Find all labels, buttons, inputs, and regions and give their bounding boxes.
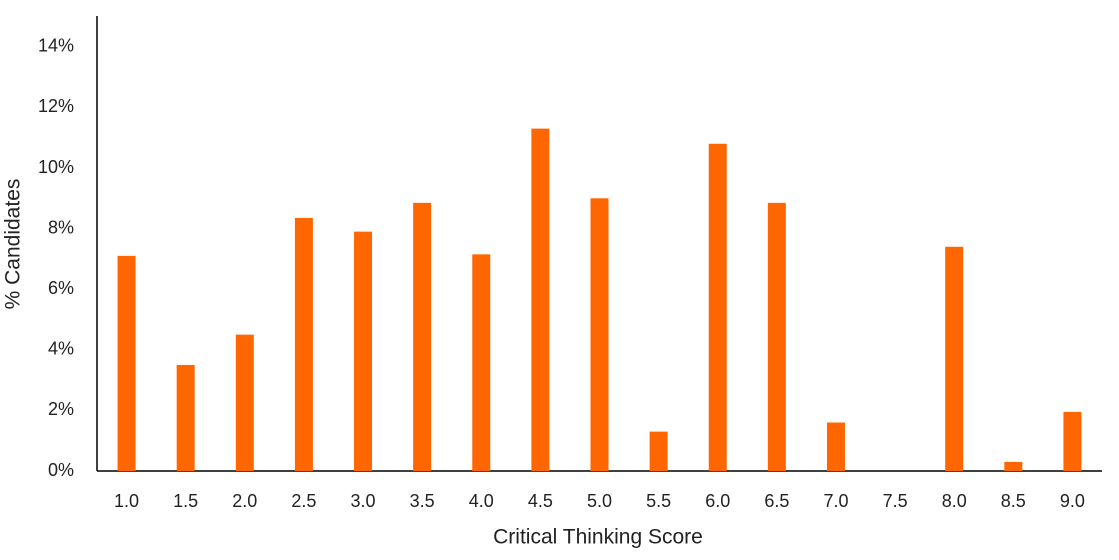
bar [649, 431, 668, 471]
x-tick-label: 9.0 [1060, 491, 1085, 511]
bar [767, 202, 786, 471]
y-tick-label: 12% [38, 96, 74, 116]
x-tick-label: 1.5 [173, 491, 198, 511]
bar [590, 198, 609, 472]
bar [472, 254, 491, 471]
y-tick-label: 4% [48, 339, 74, 359]
bar [235, 334, 254, 471]
y-axis-label: % Candidates [2, 179, 25, 310]
bar [708, 143, 727, 471]
bar [1063, 411, 1082, 471]
x-axis-label: Critical Thinking Score [493, 526, 703, 549]
x-tick-label: 7.5 [883, 491, 908, 511]
x-tick-label: 7.0 [823, 491, 848, 511]
y-tick-label: 6% [48, 278, 74, 298]
x-tick-label: 5.5 [646, 491, 671, 511]
x-tick-label: 8.0 [942, 491, 967, 511]
y-tick-label: 2% [48, 399, 74, 419]
x-tick-label: 1.0 [114, 491, 139, 511]
bar [1004, 461, 1023, 471]
bar [826, 422, 845, 471]
bar [354, 231, 373, 471]
x-tick-label: 2.5 [291, 491, 316, 511]
bar [531, 128, 550, 472]
x-tick-label: 3.5 [410, 491, 435, 511]
y-tick-label: 0% [48, 460, 74, 480]
x-tick-label: 4.5 [528, 491, 553, 511]
x-tick-label: 5.0 [587, 491, 612, 511]
y-tick-label: 10% [38, 157, 74, 177]
bar [945, 246, 964, 471]
x-tick-label: 4.0 [469, 491, 494, 511]
bar [117, 255, 136, 471]
bar [294, 217, 313, 471]
bar [413, 202, 432, 471]
x-tick-label: 2.0 [232, 491, 257, 511]
x-tick-label: 6.5 [764, 491, 789, 511]
x-tick-label: 3.0 [351, 491, 376, 511]
x-tick-label: 6.0 [705, 491, 730, 511]
y-tick-label: 8% [48, 217, 74, 237]
x-tick-label: 8.5 [1001, 491, 1026, 511]
y-tick-label: 14% [38, 36, 74, 56]
bar [176, 364, 195, 471]
